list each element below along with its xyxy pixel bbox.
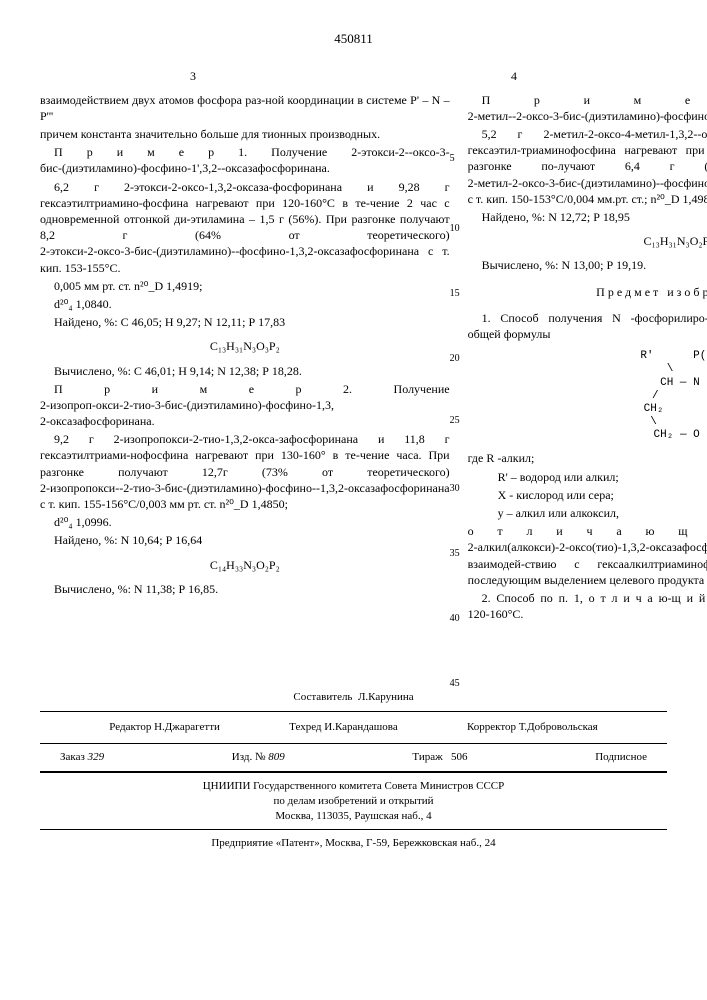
example-2-found: Найдено, %: N 10,64; Р 16,64: [40, 532, 450, 548]
org-line-1: ЦНИИПИ Государственного комитета Совета …: [40, 779, 667, 794]
techred-name: И.Карандашова: [324, 721, 397, 733]
intro-text-2: причем константа значительно больше для …: [40, 126, 450, 142]
footer-order-row: Заказ 329 Изд. № 809 Тираж 506 Подписное: [40, 743, 667, 772]
footer-printer: Предприятие «Патент», Москва, Г-59, Бере…: [40, 829, 667, 857]
tirage-number: 506: [451, 751, 468, 763]
compiler-label: Составитель: [293, 691, 352, 703]
line-number: 10: [450, 222, 460, 236]
example-1-const2: d²⁰₄ 1,0840.: [40, 296, 450, 312]
corrector-label: Корректор: [467, 721, 516, 733]
org-line-2: по делам изобретений и открытий: [40, 794, 667, 809]
example-3-calc: Вычислено, %: N 13,00; Р 19,19.: [468, 257, 707, 273]
example-1-title: П р и м е р 1. Получение 2-этокси-2‑‑окс…: [40, 144, 450, 176]
example-2-const2: d²⁰₄ 1,0996.: [40, 514, 450, 530]
tirage-label: Тираж: [412, 751, 442, 763]
example-1-calc: Вычислено, %: С 46,01; Н 9,14; N 12,38; …: [40, 363, 450, 379]
order-number: 329: [88, 751, 105, 763]
subject-heading: Предмет изобретения: [468, 284, 707, 300]
footer-credits-row: Редактор Н.Джарагетти Техред И.Карандашо…: [40, 711, 667, 743]
example-1-formula: C₁₃H₃₁N₃O₃P₂: [40, 338, 450, 354]
line-number: 5: [450, 152, 455, 166]
editor-label: Редактор: [109, 721, 151, 733]
line-number: 35: [450, 547, 460, 561]
footer-block: Составитель Л.Карунина Редактор Н.Джараг…: [40, 684, 667, 857]
chemical-structure-diagram: R' P(NR₂)₂ \ / CH — N X / \ ‖ CH₂ P \ / …: [468, 350, 707, 442]
editor-name: Н.Джарагетти: [154, 721, 220, 733]
right-column: 5 10 15 20 25 30 35 40 45 П р и м е р 3.…: [468, 92, 707, 625]
line-number: 25: [450, 414, 460, 428]
page-left: 3: [190, 68, 196, 84]
left-column: взаимодействием двух атомов фосфора раз‑…: [40, 92, 450, 625]
claim-1-intro: 1. Способ получения N ‑фосфорилиро‑ванны…: [468, 310, 707, 342]
izd-number: 809: [268, 751, 285, 763]
line-number: 45: [450, 677, 460, 691]
where-y: y – алкил или алкоксил,: [468, 505, 707, 521]
claim-1-body: о т л и ч а ю щ и й с я тем, что 2‑алкил…: [468, 523, 707, 588]
footer-org: ЦНИИПИ Государственного комитета Совета …: [40, 772, 667, 830]
example-3-title: П р и м е р 3. Получение 2‑метил‑‑2‑оксо…: [468, 92, 707, 124]
where-x: X ‑ кислород или сера;: [468, 487, 707, 503]
line-number: 15: [450, 287, 460, 301]
example-1-body: 6,2 г 2‑этокси‑2‑оксо‑1,3,2‑оксаза‑фосфо…: [40, 179, 450, 276]
org-line-3: Москва, 113035, Раушская наб., 4: [40, 809, 667, 824]
text-columns: взаимодействием двух атомов фосфора раз‑…: [40, 92, 667, 625]
line-number: 30: [450, 482, 460, 496]
subscription: Подписное: [595, 750, 647, 765]
example-3-body: 5,2 г 2‑метил‑2‑оксо‑4‑метил‑1,3,2‑‑окса…: [468, 126, 707, 207]
example-2-body: 9,2 г 2‑изопропокси‑2‑тио‑1,3,2‑окса‑заф…: [40, 431, 450, 512]
example-3-found: Найдено, %: N 12,72; Р 18,95: [468, 209, 707, 225]
example-2-calc: Вычислено, %: N 11,38; Р 16,85.: [40, 581, 450, 597]
where-r: где R ‑алкил;: [468, 450, 707, 466]
example-1-const1: 0,005 мм рт. ст. n²⁰_D 1,4919;: [40, 278, 450, 294]
example-2-title: П р и м е р 2. Получение 2‑изопроп‑окси‑…: [40, 381, 450, 430]
izd-label: Изд. №: [232, 751, 266, 763]
compiler-name: Л.Карунина: [358, 691, 414, 703]
order-label: Заказ: [60, 751, 85, 763]
line-number: 20: [450, 352, 460, 366]
example-2-formula: C₁₄H₃₃N₃O₂P₂: [40, 557, 450, 573]
page-numbers: 3 4: [40, 68, 667, 84]
techred-label: Техред: [289, 721, 321, 733]
example-1-found: Найдено, %: С 46,05; Н 9,27; N 12,11; Р …: [40, 314, 450, 330]
intro-text: взаимодействием двух атомов фосфора раз‑…: [40, 92, 450, 124]
page-right: 4: [511, 68, 517, 84]
claim-2: 2. Способ по п. 1, о т л и ч а ю‑щ и й с…: [468, 590, 707, 622]
where-r-prime: R' – водород или алкил;: [468, 469, 707, 485]
example-3-formula: C₁₃H₃₁N₃O₂P₂.: [468, 233, 707, 249]
patent-number: 450811: [40, 30, 667, 48]
line-number: 40: [450, 612, 460, 626]
corrector-name: Т.Добровольская: [519, 721, 598, 733]
